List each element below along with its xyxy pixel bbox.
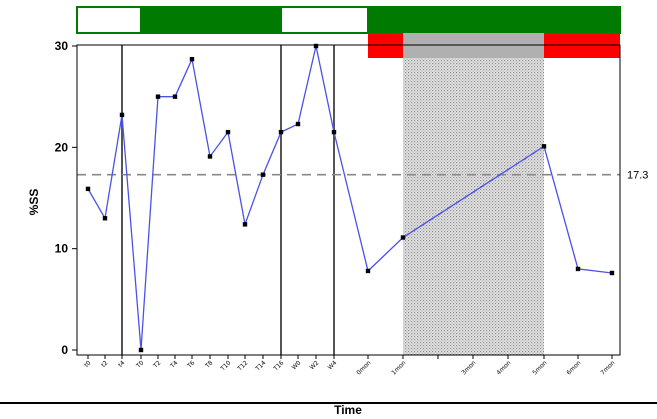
top-bar-row1-segment: [76, 6, 142, 34]
x-tick-label: t0: [83, 359, 92, 368]
x-tick-label: 0mon: [355, 359, 372, 376]
data-point: [102, 216, 108, 221]
x-tick-label: t2: [100, 359, 109, 368]
x-tick-label: W0: [291, 359, 303, 371]
data-point: [313, 43, 319, 49]
series-line: [87, 45, 613, 351]
x-tick-label: 5mon: [531, 359, 548, 376]
y-tick-label: 0: [61, 343, 68, 357]
x-tick-label: T4: [168, 359, 179, 370]
data-point: [119, 112, 125, 118]
data-point: [225, 129, 231, 135]
x-tick-label: T8: [203, 359, 214, 370]
x-tick-label: 6mon: [565, 359, 582, 376]
data-point: [400, 235, 406, 240]
x-tick-label: T16: [272, 359, 286, 373]
top-bar-row1-segment: [140, 6, 282, 34]
data-point: [365, 268, 371, 274]
x-axis-ticks: t0 t2 t4 T0 T2 T4 T6 T8 T10 T12 T14 T16 W0 W2 W4 0mon 1m…: [83, 355, 617, 377]
x-tick-label: 7mon: [599, 359, 616, 376]
x-tick-label: T2: [151, 359, 162, 370]
shaded-region: [403, 58, 544, 355]
x-axis-title: Time: [334, 403, 362, 417]
x-tick-label: T14: [254, 359, 268, 373]
x-tick-label: t4: [117, 359, 126, 368]
x-tick-label: 3mon: [460, 359, 477, 376]
x-tick-label: W2: [309, 359, 321, 371]
data-point: [541, 144, 547, 149]
x-tick-label: T12: [236, 359, 250, 373]
data-point: [242, 222, 248, 227]
y-tick-label: 10: [55, 242, 69, 256]
reference-line-label: 17.3: [627, 170, 648, 182]
data-point: [189, 56, 195, 62]
data-point: [155, 94, 161, 99]
data-point: [138, 347, 144, 353]
data-point: [207, 154, 213, 159]
top-bar-row1-segment: [367, 6, 621, 34]
data-point: [278, 129, 284, 135]
data-point: [331, 129, 337, 135]
plot-frame: [76, 44, 621, 356]
y-axis-title: %SS: [27, 189, 41, 216]
y-tick-label: 30: [55, 39, 69, 53]
x-tick-label: T10: [219, 359, 233, 373]
x-tick-label: 1mon: [390, 359, 407, 376]
y-tick-label: 20: [55, 140, 69, 154]
data-point: [172, 94, 178, 99]
x-tick-label: W4: [327, 359, 339, 371]
y-axis-ticks: 0 10 20 30: [55, 39, 77, 357]
top-bars: [76, 6, 621, 58]
x-tick-label: T6: [185, 359, 196, 370]
top-bar-row1-segment: [280, 6, 369, 34]
data-point: [609, 270, 615, 276]
x-tick-label: 4mon: [495, 359, 512, 376]
data-point: [295, 121, 301, 127]
series-points: [85, 43, 615, 353]
data-point: [85, 186, 91, 192]
x-tick-label: T0: [134, 359, 145, 370]
vertical-lines: [121, 45, 335, 355]
data-point: [260, 172, 266, 177]
data-point: [575, 266, 581, 272]
